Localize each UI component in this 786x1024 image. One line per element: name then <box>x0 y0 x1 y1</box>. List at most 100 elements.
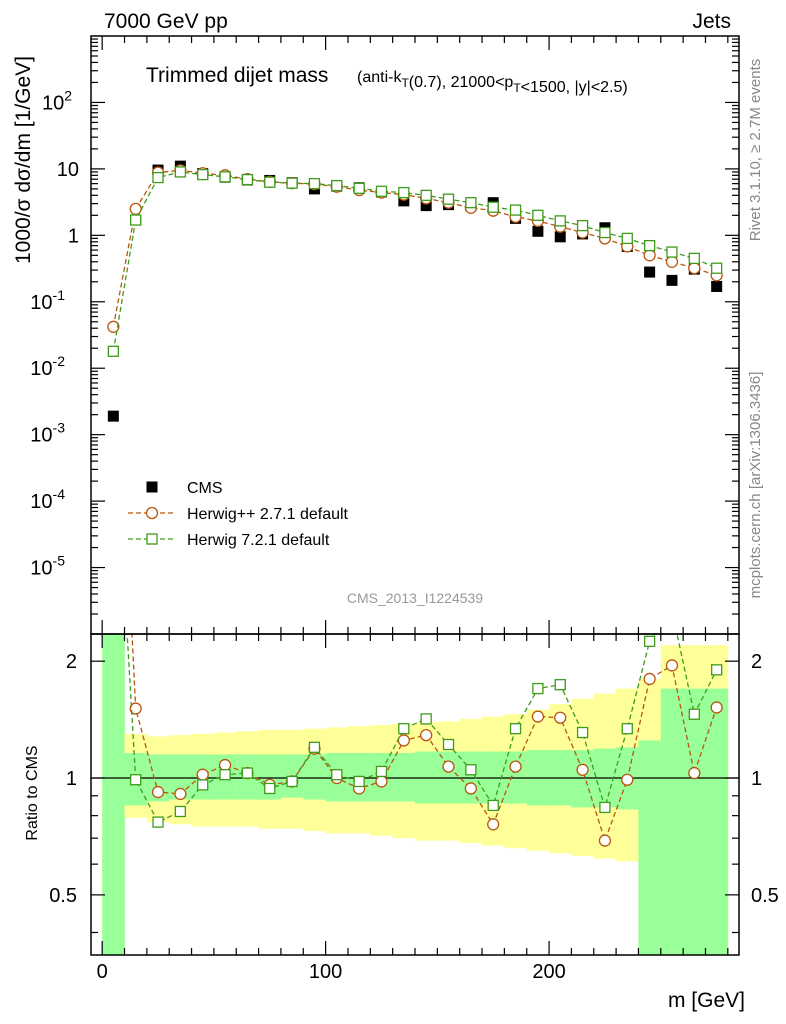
data-point-2-21 <box>576 219 589 232</box>
axes-ticks: 0 100 200 10-5 10-4 10-3 10-2 10-1 1 10 102 0.5 0.5 1… <box>30 36 779 983</box>
ratio-point-0-18 <box>509 760 522 773</box>
ratio-point-1-24 <box>643 635 656 647</box>
data-point-1-24 <box>643 249 656 262</box>
process-label: Jets <box>692 10 731 33</box>
data-point-2-15 <box>442 193 455 205</box>
ratio-point-0-13 <box>397 734 410 747</box>
ratio-point-1-27 <box>711 664 723 676</box>
x-axis-label: m [GeV] <box>668 989 745 1012</box>
ratio-point-0-14 <box>420 728 433 742</box>
data-point-0-13 <box>398 195 410 207</box>
ratio-point-1-10 <box>331 769 343 781</box>
ratio-point-0-1 <box>129 702 142 715</box>
energy-label: 7000 GeV pp <box>104 10 228 33</box>
ratio-point-1-21 <box>576 726 589 739</box>
ratio-point-0-2 <box>151 785 165 799</box>
ratio-point-1-15 <box>442 738 455 751</box>
ratio-panel-series <box>108 394 723 847</box>
stat-uncertainty-band <box>303 754 327 800</box>
ratio-point-0-27 <box>710 701 723 714</box>
data-point-0-27 <box>711 280 723 292</box>
ratio-point-1-4 <box>197 779 209 791</box>
ratio-point-1-17 <box>487 799 499 812</box>
data-point-2-0 <box>107 345 119 357</box>
ratio-point-0-17 <box>487 818 500 831</box>
data-point-0-25 <box>666 274 678 286</box>
ratio-point-0-4 <box>196 768 209 781</box>
ratio-line-1 <box>126 634 718 823</box>
ratio-point-0-25 <box>665 659 679 672</box>
main-panel-series <box>107 160 723 422</box>
data-point-2-16 <box>465 197 477 209</box>
data-point-1-25 <box>665 255 679 268</box>
data-point-2-17 <box>487 201 499 213</box>
ratio-point-1-9 <box>308 741 321 753</box>
data-point-0-14 <box>420 200 432 212</box>
data-point-2-12 <box>375 185 388 197</box>
ratio-point-1-19 <box>532 682 544 695</box>
ratio-point-0-19 <box>531 710 545 723</box>
data-point-2-2 <box>152 171 164 184</box>
data-point-2-7 <box>264 176 276 188</box>
y-tick-label: 1 <box>68 225 79 247</box>
plot-title-subtitle: (anti-kT(0.7), 21000<pT<1500, |y|<2.5) <box>357 69 628 96</box>
data-point-0-0 <box>107 410 119 422</box>
data-point-2-6 <box>241 173 254 186</box>
ratio-point-0-21 <box>576 763 589 776</box>
data-point-2-4 <box>197 168 209 181</box>
ratio-point-1-0 <box>108 394 118 404</box>
plot-title: Trimmed dijet mass <box>146 64 328 87</box>
ratio-point-0-20 <box>554 711 567 724</box>
ratio-point-1-20 <box>554 679 566 691</box>
stat-uncertainty-band <box>638 740 662 955</box>
legend: CMS Herwig++ 2.7.1 default Herwig 7.2.1 de… <box>128 480 349 549</box>
ratio-point-0-15 <box>442 760 455 773</box>
ratio-point-1-11 <box>353 775 365 788</box>
ratio-point-1-3 <box>174 805 187 818</box>
y-tick-label: 10-2 <box>30 353 65 380</box>
stat-uncertainty-band <box>660 688 684 955</box>
data-point-2-20 <box>554 215 566 227</box>
stat-uncertainty-band <box>705 688 729 955</box>
stat-uncertainty-band <box>102 634 125 955</box>
ratio-line-0 <box>131 634 718 843</box>
data-point-2-24 <box>643 239 656 252</box>
ratio-point-1-22 <box>599 801 611 814</box>
y-tick-label: 10-5 <box>30 553 65 580</box>
ratio-y-axis-label: Ratio to CMS <box>24 745 41 840</box>
data-point-2-23 <box>621 232 633 245</box>
data-point-2-14 <box>420 189 432 201</box>
stat-uncertainty-band <box>683 688 706 955</box>
x-tick-label: 200 <box>532 961 565 983</box>
y-tick-label: 10 <box>57 159 79 181</box>
x-tick-label: 100 <box>309 961 342 983</box>
ratio-point-0-3 <box>174 787 187 801</box>
ratio-point-1-13 <box>398 723 410 735</box>
data-point-0-20 <box>554 231 566 243</box>
data-point-2-13 <box>398 186 410 199</box>
legend-marker-1 <box>145 506 159 520</box>
ratio-point-0-23 <box>621 773 634 786</box>
ratio-point-0-5 <box>218 758 232 772</box>
y-tick-label: 102 <box>42 87 72 114</box>
legend-label-0: CMS <box>187 480 223 497</box>
ratio-y-tick-label: 2 <box>66 651 77 673</box>
rivet-label: Rivet 3.1.10, ≥ 2.7M events <box>747 59 764 242</box>
ratio-point-1-12 <box>375 765 388 778</box>
ratio-y-tick-label: 0.5 <box>49 885 77 907</box>
data-point-2-11 <box>353 182 365 194</box>
ratio-point-0-26 <box>688 766 701 780</box>
data-point-2-1 <box>130 214 142 226</box>
series-line-1 <box>112 169 717 327</box>
ratio-y-tick-label-right: 2 <box>751 651 762 673</box>
data-point-1-1 <box>129 202 142 216</box>
ratio-point-1-7 <box>264 782 276 795</box>
x-tick-label: 0 <box>97 961 108 983</box>
y-tick-label: 10-3 <box>30 420 65 447</box>
ratio-point-0-12 <box>375 775 388 788</box>
ratio-point-1-25 <box>667 606 677 616</box>
data-point-2-27 <box>711 262 723 274</box>
ratio-y-tick-label: 1 <box>66 768 77 790</box>
ratio-point-1-23 <box>621 723 633 735</box>
